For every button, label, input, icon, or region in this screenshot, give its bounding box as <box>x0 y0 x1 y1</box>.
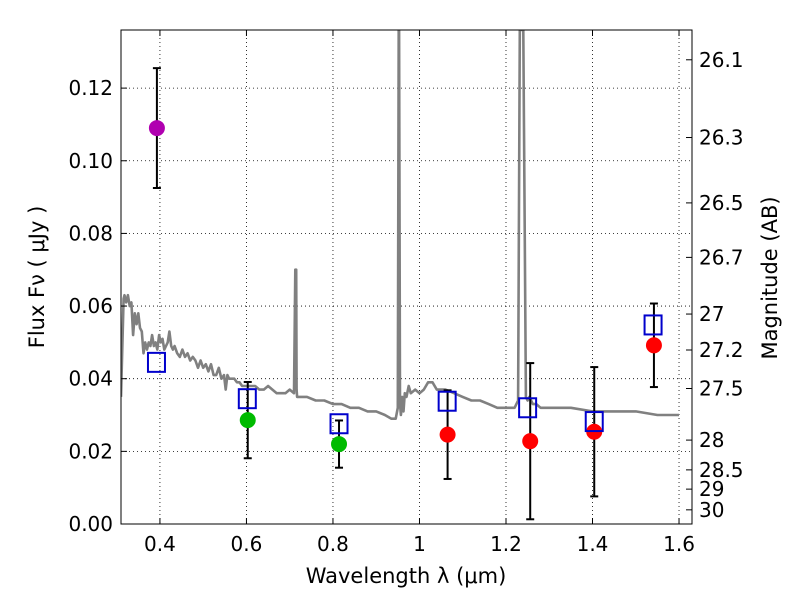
model-photometry-square <box>237 388 257 410</box>
magnitude-tick-label: 28.5 <box>699 458 744 482</box>
observed-point-group <box>645 302 662 389</box>
observed-point-group <box>331 419 348 469</box>
observed-point-group <box>148 67 165 190</box>
right-axis-label: Magnitude (AB) <box>758 196 782 359</box>
x-tick-label: 0.6 <box>231 532 263 556</box>
magnitude-tick-label: 26.5 <box>699 191 744 215</box>
plot-area <box>121 30 679 421</box>
model-photometry-square <box>584 411 604 433</box>
x-tick-label: 1.2 <box>490 532 522 556</box>
observed-flux-point <box>239 412 256 429</box>
observed-flux-point <box>148 120 165 137</box>
y-tick-label: 0.12 <box>68 76 113 100</box>
y-axis-label: Flux Fν ( μJy ) <box>25 206 49 349</box>
observed-point-group <box>439 389 456 480</box>
observed-point-group <box>522 362 539 521</box>
y-tick-label: 0.08 <box>68 221 113 245</box>
magnitude-tick-label: 28 <box>699 428 724 452</box>
x-tick-label: 1.6 <box>663 532 695 556</box>
magnitude-tick-label: 26.3 <box>699 126 744 150</box>
y-tick-label: 0.00 <box>68 512 113 536</box>
magnitude-tick-label: 29 <box>699 477 724 501</box>
model-photometry-square <box>518 397 538 419</box>
magnitude-tick-label: 27 <box>699 302 724 326</box>
magnitude-tick-label: 26.1 <box>699 48 744 72</box>
x-tick-label: 1 <box>413 532 426 556</box>
x-tick-label: 1.4 <box>577 532 609 556</box>
model-photometry-square <box>643 314 663 336</box>
model-photometry-square <box>146 351 166 373</box>
observed-flux-point <box>522 433 539 450</box>
model-photometry-square <box>329 413 349 435</box>
model-photometry-square <box>437 390 457 412</box>
tick-labels: 0.4 0.6 0.8 1 1.2 1.4 1.6 0.00 0.02 0.04 0.06 0.08 0… <box>68 48 743 556</box>
marker-layer <box>146 67 663 521</box>
observed-flux-point <box>439 426 456 443</box>
magnitude-tick-label: 30 <box>699 498 724 522</box>
x-tick-label: 0.8 <box>317 532 349 556</box>
y-tick-label: 0.06 <box>68 294 113 318</box>
observed-point-group <box>239 380 256 460</box>
observed-flux-point <box>331 436 348 453</box>
y-tick-label: 0.02 <box>68 439 113 463</box>
model-spectrum-line <box>121 30 679 421</box>
y-tick-label: 0.04 <box>68 367 113 391</box>
magnitude-tick-label: 27.5 <box>699 377 744 401</box>
x-axis-label: Wavelength λ (μm) <box>306 564 507 588</box>
observed-flux-point <box>645 337 662 354</box>
tick-marks <box>121 30 692 525</box>
y-tick-label: 0.10 <box>68 149 113 173</box>
magnitude-tick-label: 27.2 <box>699 338 744 362</box>
plot-frame <box>120 29 693 525</box>
magnitude-tick-label: 26.7 <box>699 245 744 269</box>
grid-lines <box>121 30 692 525</box>
x-tick-label: 0.4 <box>144 532 176 556</box>
